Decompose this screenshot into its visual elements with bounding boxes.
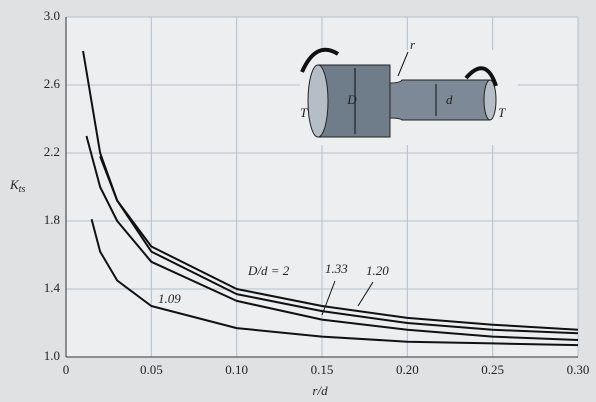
x-axis-label: r/d — [312, 383, 328, 398]
inset-label: D — [346, 92, 357, 107]
x-tick-label: 0 — [63, 362, 70, 377]
y-tick-label: 1.8 — [44, 212, 60, 227]
x-tick-label: 0.10 — [225, 362, 248, 377]
y-tick-label: 2.6 — [44, 76, 61, 91]
inset-diagram: T T D d r — [300, 37, 518, 145]
y-axis-label-sub: ts — [19, 184, 26, 195]
x-tick-label: 0.15 — [311, 362, 334, 377]
y-tick-label: 2.2 — [44, 144, 60, 159]
y-tick-label: 3.0 — [44, 8, 60, 23]
x-tick-label: 0.30 — [567, 362, 590, 377]
small-shaft — [390, 80, 490, 120]
x-tick-label: 0.20 — [396, 362, 419, 377]
x-tick-label: 0.05 — [140, 362, 163, 377]
y-tick-label: 1.0 — [44, 348, 60, 363]
inset-label: d — [446, 92, 453, 107]
series-label: 1.20 — [366, 263, 389, 278]
inset-label: T — [498, 105, 506, 120]
inset-label: T — [300, 105, 308, 120]
y-tick-label: 1.4 — [44, 280, 61, 295]
shaft-end — [308, 65, 328, 137]
series-label: 1.33 — [325, 261, 348, 276]
x-tick-label: 0.25 — [481, 362, 504, 377]
series-label: 1.09 — [158, 291, 181, 306]
chart: r/d Kts T T D d r 00.050.100.150.200.250… — [0, 0, 596, 402]
series-label: D/d = 2 — [247, 263, 290, 278]
